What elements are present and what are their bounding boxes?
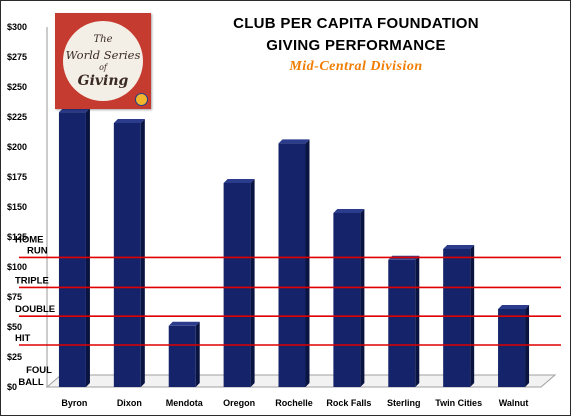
bar [58,112,86,387]
reference-line-label: HIT [15,333,31,344]
rotary-badge-icon [135,93,148,106]
chart-subtitle: Mid-Central Division [289,59,423,74]
y-tick-label: $175 [7,172,27,182]
chart-title-line-1: CLUB PER CAPITA FOUNDATION [233,15,479,32]
y-tick-label: $200 [7,142,27,152]
y-tick-label: $250 [7,82,27,92]
bar-top [113,119,145,123]
bar [388,259,416,387]
bar-top [498,305,530,309]
bar-side [525,305,530,387]
reference-line-label: DOUBLE [15,304,55,315]
bar-top [58,108,90,113]
y-tick-label: $275 [7,52,27,62]
x-category-label: Byron [61,398,87,408]
y-tick-label: $25 [7,352,22,362]
reference-line-label: RUN [27,245,48,256]
y-tick-label: $150 [7,202,27,212]
bar-side [85,108,90,387]
logo-text-of: of [99,63,107,72]
y-tick-label: $225 [7,112,27,122]
x-category-label: Walnut [499,398,529,408]
world-series-of-giving-logo: The World Series of Giving [55,13,151,109]
bar [113,123,141,387]
bar-top [333,209,365,213]
bar-side [305,139,310,387]
x-category-label: Rock Falls [326,398,371,408]
bar [223,183,251,387]
bar-side [360,209,365,387]
x-category-label: Mendota [166,398,204,408]
y-tick-label: $75 [7,292,22,302]
bar-side [195,321,200,387]
bar-side [415,255,420,387]
chart-title-line-2: GIVING PERFORMANCE [266,37,446,54]
foul-ball-label: FOUL [26,365,52,376]
y-tick-label: $300 [7,22,27,32]
bar-side [140,119,145,387]
bar-top [443,245,475,249]
bar [498,309,526,387]
logo-text-world-series: World Series [65,48,141,62]
bar-top [223,179,255,183]
bar [333,213,361,387]
x-category-label: Dixon [117,398,142,408]
y-tick-label: $0 [7,382,17,392]
y-tick-label: $50 [7,322,22,332]
y-tick-label: $100 [7,262,27,272]
bar [168,325,196,387]
x-category-label: Sterling [387,398,421,408]
x-category-label: Rochelle [275,398,313,408]
foul-ball-label: BALL [18,377,44,388]
logo-text-giving: Giving [77,73,129,89]
baseball-icon: The World Series of Giving [63,21,143,101]
x-category-label: Oregon [223,398,255,408]
x-category-label: Twin Cities [435,398,482,408]
bar-side [250,179,255,387]
bar [278,143,306,387]
reference-line-label: TRIPLE [15,275,49,286]
bar-top [278,139,310,144]
bar-top [168,321,200,326]
logo-text-the: The [93,34,113,45]
reference-line-label: HOME [15,234,44,245]
y-tick-label: $125 [7,232,27,242]
bar [443,249,471,387]
